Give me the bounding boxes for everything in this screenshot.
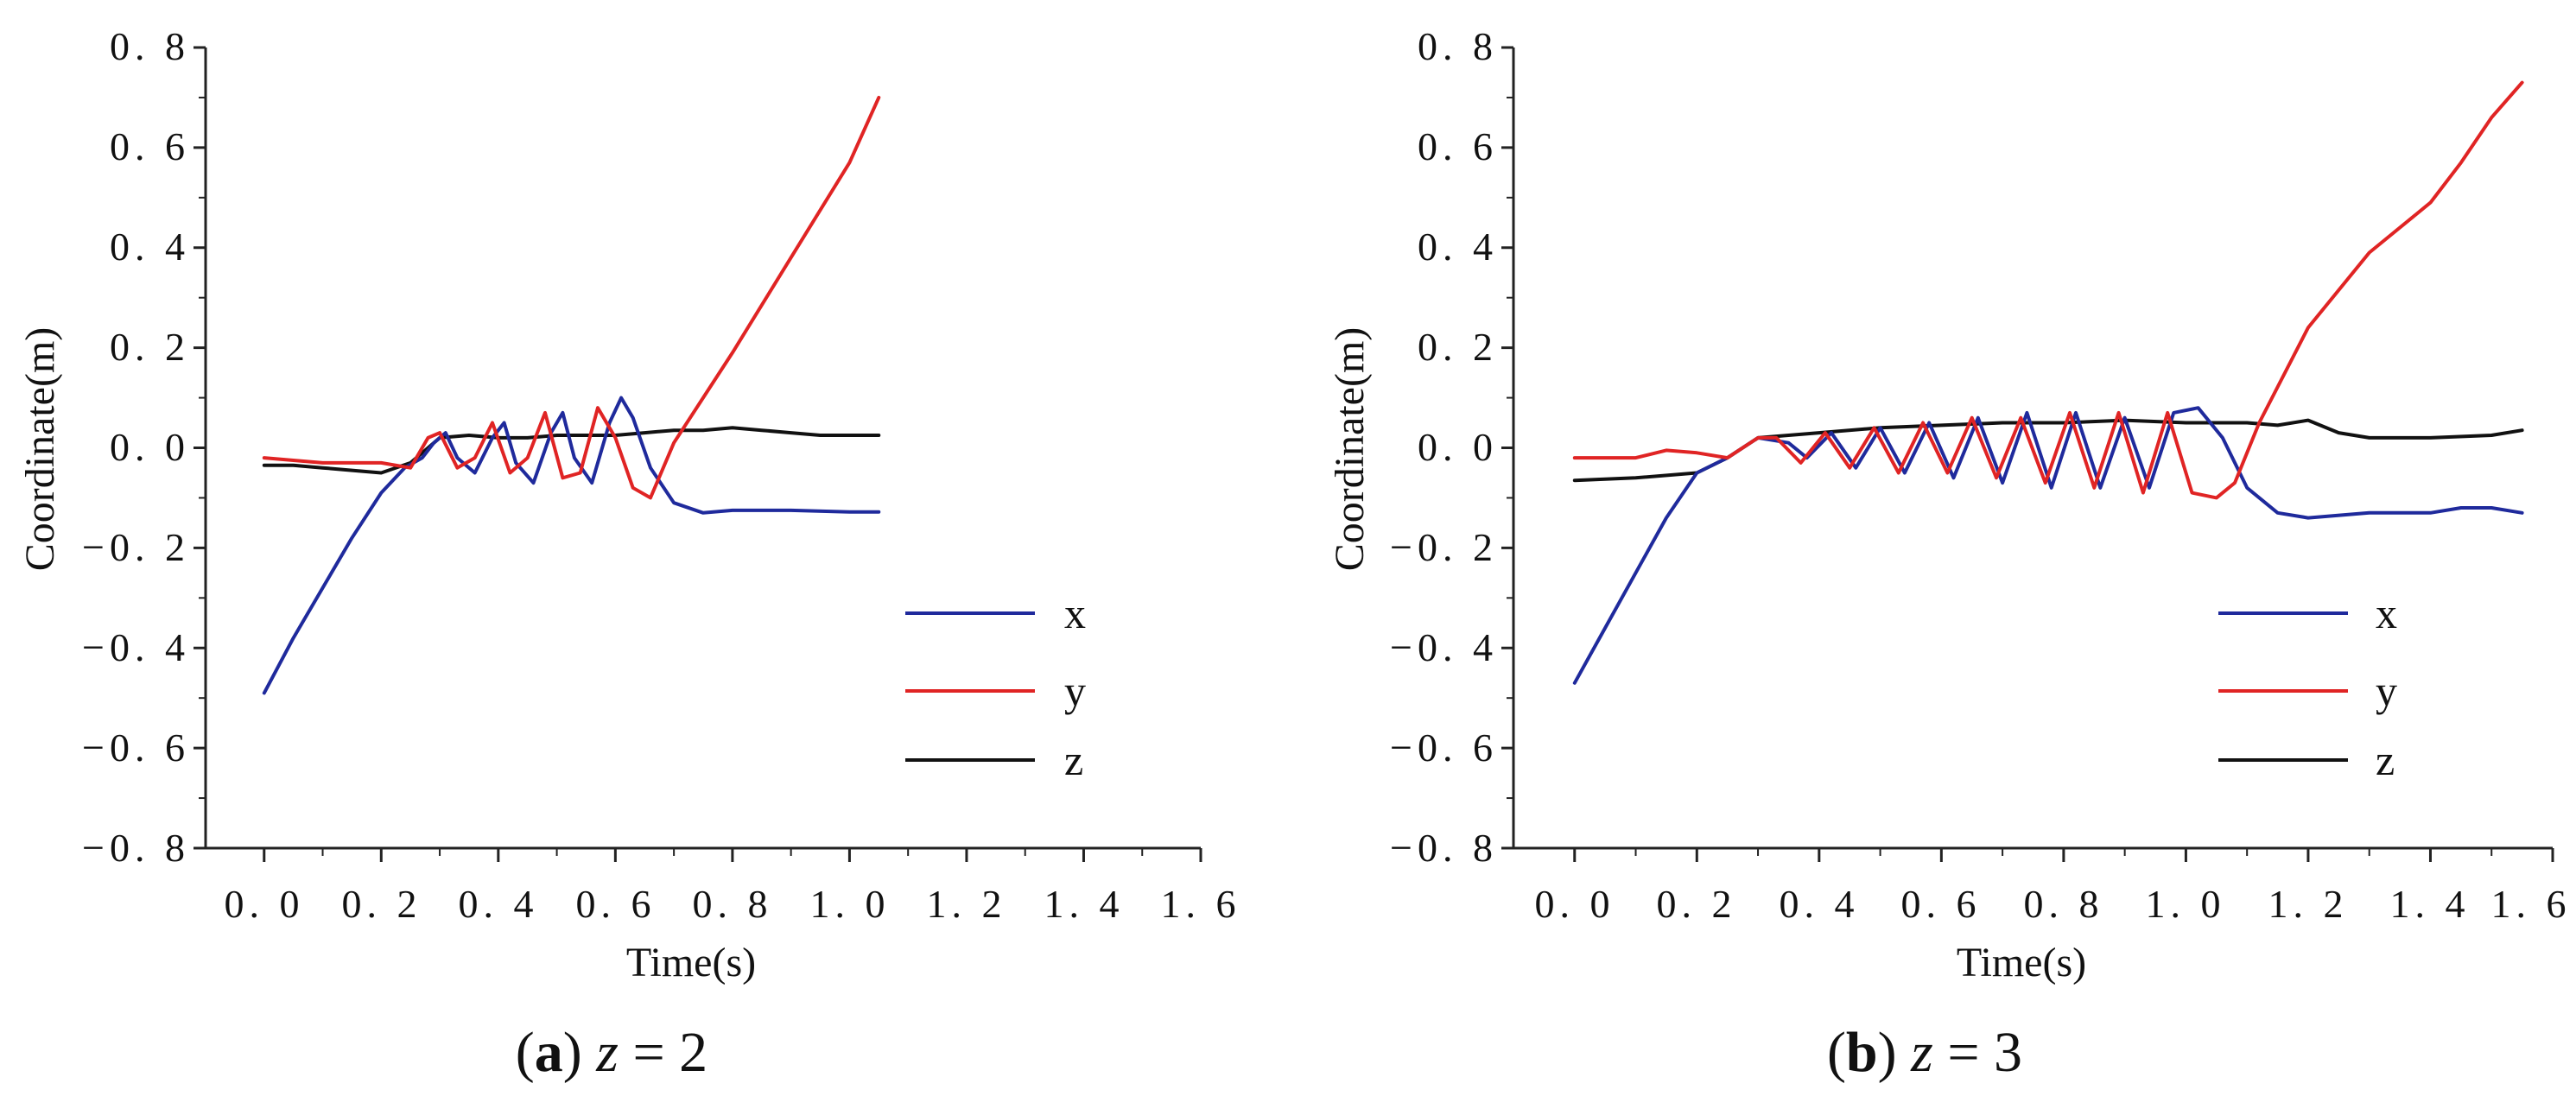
panel-a-legend: x y z xyxy=(905,589,1086,784)
panel-a-y-axis-title: Coordinate(m) xyxy=(17,327,63,572)
legend-label-x: x xyxy=(2376,589,2397,637)
caption-variable: z xyxy=(1910,1021,1933,1084)
caption-variable: z xyxy=(595,1021,619,1084)
panel-a-x-axis-title: Time(s) xyxy=(626,940,756,985)
legend-label-y: y xyxy=(2376,667,2397,715)
caption-paren-open: ( xyxy=(516,1021,535,1084)
panel-a: 0. 0 0. 2 0. 4 0. 6 0. 8 1. 0 1. 2 1. 4 … xyxy=(17,24,1241,1084)
series-line-z xyxy=(262,426,881,475)
y-tick-label: 0. 6 xyxy=(110,124,190,168)
panel-b-y-axis-title: Coordinate(m) xyxy=(1327,327,1373,572)
series-line-y xyxy=(262,95,881,500)
caption-letter: b xyxy=(1846,1021,1878,1084)
x-tick-label: 0. 2 xyxy=(342,882,422,926)
y-tick-label: 0. 2 xyxy=(110,325,190,369)
y-tick-label: 0. 8 xyxy=(1418,24,1498,68)
x-tick-label: 0. 0 xyxy=(225,882,305,926)
y-tick-label: −0. 2 xyxy=(82,525,190,569)
panel-b-x-tick-labels: 0. 0 0. 2 0. 4 0. 6 0. 8 1. 0 1. 2 1. 4 … xyxy=(1535,882,2572,926)
x-tick-label: 1. 2 xyxy=(2268,882,2349,926)
panel-b-legend: x y z xyxy=(2218,589,2397,784)
x-tick-label: 0. 0 xyxy=(1535,882,1615,926)
panel-a-x-tick-labels: 0. 0 0. 2 0. 4 0. 6 0. 8 1. 0 1. 2 1. 4 … xyxy=(225,882,1241,926)
x-tick-label: 1. 0 xyxy=(810,882,891,926)
x-tick-label: 0. 6 xyxy=(1901,882,1982,926)
legend-label-y: y xyxy=(1064,667,1086,715)
caption-equation: = 3 xyxy=(1947,1021,2022,1084)
y-tick-label: 0. 2 xyxy=(1418,325,1498,369)
panel-b-series xyxy=(1572,80,2524,685)
x-tick-label: 1. 2 xyxy=(927,882,1007,926)
panel-a-series xyxy=(262,95,881,695)
y-tick-label: 0. 8 xyxy=(110,24,190,68)
y-tick-label: 0. 4 xyxy=(110,225,190,269)
legend-label-x: x xyxy=(1064,589,1086,637)
panel-b-y-tick-labels: −0. 8 −0. 6 −0. 4 −0. 2 0. 0 0. 2 0. 4 0… xyxy=(1390,24,1498,870)
panel-a-axes xyxy=(204,48,1201,850)
series-line-x xyxy=(262,396,881,695)
y-tick-label: −0. 8 xyxy=(1390,826,1498,870)
x-tick-label: 1. 0 xyxy=(2146,882,2226,926)
y-tick-label: −0. 6 xyxy=(82,725,190,770)
y-tick-label: −0. 6 xyxy=(1390,725,1498,770)
panel-b: 0. 0 0. 2 0. 4 0. 6 0. 8 1. 0 1. 2 1. 4 … xyxy=(1327,24,2572,1084)
x-tick-label: 1. 4 xyxy=(2390,882,2471,926)
y-tick-label: 0. 0 xyxy=(110,425,190,469)
x-tick-label: 1. 6 xyxy=(2491,882,2572,926)
x-tick-label: 0. 8 xyxy=(2024,882,2104,926)
caption-paren-close: ) xyxy=(1878,1021,1897,1084)
series-line-x xyxy=(1572,406,2524,685)
y-tick-label: −0. 4 xyxy=(1390,625,1498,669)
x-tick-label: 1. 4 xyxy=(1044,882,1125,926)
y-tick-label: 0. 0 xyxy=(1418,425,1498,469)
panel-b-ticks xyxy=(1501,46,2554,862)
x-tick-label: 0. 2 xyxy=(1657,882,1737,926)
panel-b-x-axis-title: Time(s) xyxy=(1957,940,2086,985)
x-tick-label: 0. 4 xyxy=(1780,882,1860,926)
y-tick-label: −0. 2 xyxy=(1390,525,1498,569)
y-tick-label: −0. 8 xyxy=(82,826,190,870)
panel-a-y-tick-labels: −0. 8 −0. 6 −0. 4 −0. 2 0. 0 0. 2 0. 4 0… xyxy=(82,24,190,870)
panel-b-caption: (b) z = 3 xyxy=(1827,1021,2022,1084)
x-tick-label: 0. 4 xyxy=(459,882,539,926)
x-tick-label: 0. 6 xyxy=(576,882,657,926)
legend-label-z: z xyxy=(1064,736,1083,784)
y-tick-label: −0. 4 xyxy=(82,625,190,669)
x-tick-label: 0. 8 xyxy=(693,882,773,926)
panel-a-caption: (a) z = 2 xyxy=(516,1021,707,1084)
legend-label-z: z xyxy=(2376,736,2395,784)
caption-paren-open: ( xyxy=(1827,1021,1846,1084)
y-tick-label: 0. 4 xyxy=(1418,225,1498,269)
series-line-y xyxy=(1572,80,2524,500)
caption-letter: a xyxy=(535,1021,563,1084)
y-tick-label: 0. 6 xyxy=(1418,124,1498,168)
x-tick-label: 1. 6 xyxy=(1161,882,1241,926)
caption-paren-close: ) xyxy=(563,1021,582,1084)
panel-a-ticks xyxy=(194,46,1202,862)
caption-equation: = 2 xyxy=(632,1021,707,1084)
